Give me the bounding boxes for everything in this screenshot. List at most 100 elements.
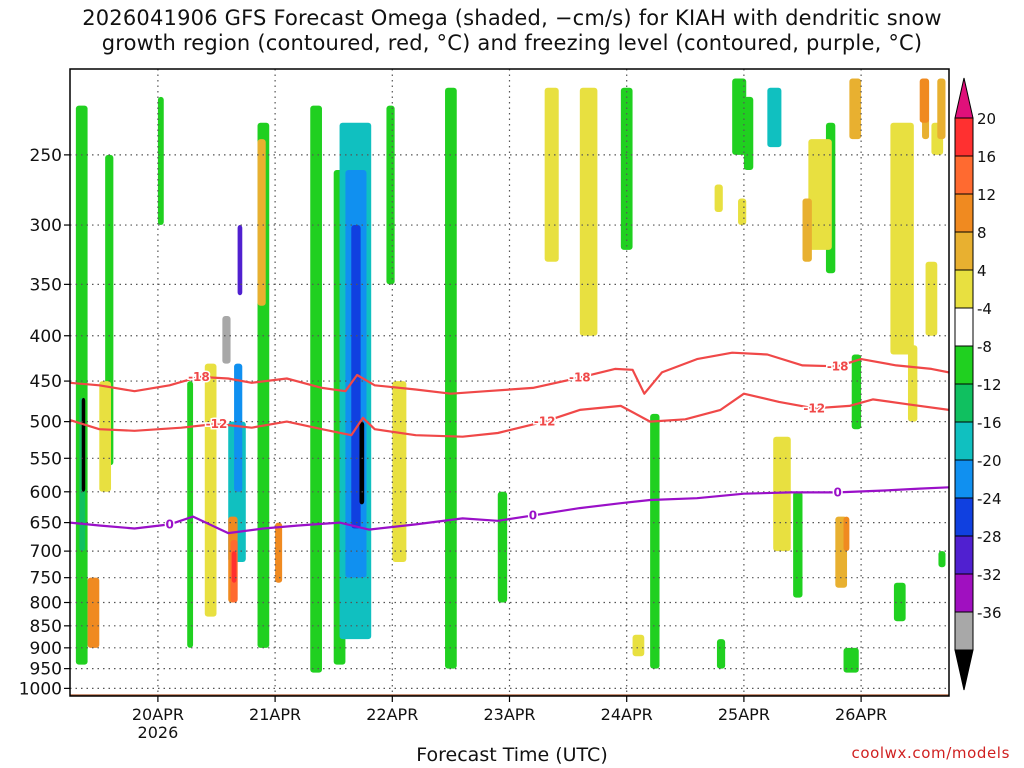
omega-shade-28 (237, 225, 243, 296)
omega-shade-19 (938, 551, 946, 568)
colorbar-label-0: 20 (977, 110, 996, 128)
y-tick-label-750: 750 (30, 569, 62, 589)
omega-shade-44 (632, 634, 645, 657)
omega-shade-55 (843, 516, 850, 552)
omega-shade-38 (808, 139, 832, 250)
omega-shade-42 (907, 345, 918, 422)
contour-label-1-1: -12 (534, 415, 556, 429)
omega-shade-18 (893, 582, 906, 622)
omega-shade-48 (849, 78, 862, 140)
contour-label-1-0: -12 (206, 417, 228, 431)
omega-shade-33 (204, 363, 217, 617)
contour-label-2-2: 0 (833, 485, 841, 499)
omega-shade-46 (257, 139, 266, 306)
omega-shade-45 (579, 87, 598, 336)
omega-shade-5 (310, 105, 322, 673)
omega-shade-34 (392, 381, 407, 562)
y-tick-label-350: 350 (30, 275, 62, 295)
omega-shade-25 (234, 363, 243, 492)
omega-shade-29 (222, 316, 231, 364)
contour-label-2-0: 0 (165, 517, 173, 531)
omega-shade-14 (793, 491, 803, 598)
colorbar-label-2: 12 (977, 186, 996, 204)
omega-shade-13 (743, 96, 754, 170)
omega-shade-24 (767, 87, 782, 148)
omega-shade-40 (925, 261, 938, 336)
omega-shade-12 (732, 78, 747, 155)
colorbar-swatch-13 (954, 611, 974, 651)
y-tick-label-250: 250 (30, 146, 62, 166)
x-tick-label-25APR: 25APR (718, 705, 770, 724)
omega-shade-17 (843, 647, 859, 673)
colorbar-swatch-12 (954, 573, 974, 613)
contour-label-0-1: -18 (569, 371, 591, 385)
omega-shade-39 (890, 122, 914, 355)
colorbar-label-11: -28 (977, 528, 1002, 546)
colorbar-swatch-8 (954, 421, 974, 461)
colorbar-swatch-2 (954, 193, 974, 233)
omega-shade-9 (497, 491, 508, 603)
contour-label-2-1: 0 (529, 508, 537, 522)
omega-shade-20 (716, 639, 726, 669)
colorbar-swatch-11 (954, 535, 974, 575)
y-tick-label-700: 700 (30, 542, 62, 562)
y-tick-label-600: 600 (30, 483, 62, 503)
y-tick-label-300: 300 (30, 216, 62, 236)
colorbar-swatch-1 (954, 155, 974, 195)
omega-shade-35 (544, 87, 559, 262)
y-tick-label-900: 900 (30, 639, 62, 659)
contour-line-1 (70, 392, 949, 438)
colorbar-swatch-7 (954, 383, 974, 423)
omega-shade-7 (386, 105, 395, 285)
contour-line-0 (70, 351, 949, 395)
omega-shade-8 (445, 87, 457, 669)
omega-shade-52 (87, 577, 100, 648)
y-tick-label-1000: 1000 (19, 679, 62, 699)
omega-shade-32 (99, 381, 112, 492)
omega-shade-11 (650, 413, 660, 669)
colorbar-label-1: 16 (977, 148, 996, 166)
plot-area: -18 -18 -18 -12 -12 -12 0 0 0 (70, 69, 949, 696)
colorbar-label-7: -12 (977, 376, 1002, 394)
contour-label-1-2: -12 (803, 401, 825, 415)
chart-title-line2: growth region (contoured, red, °C) and f… (101, 31, 923, 55)
contour-label-0-0: -18 (188, 370, 210, 384)
colorbar-label-13: -36 (977, 604, 1002, 622)
colorbar-swatch-5 (954, 307, 974, 347)
chart-title-line1: 2026041906 GFS Forecast Omega (shaded, −… (82, 6, 942, 30)
colorbar-arrow-top (954, 77, 974, 119)
colorbar-swatch-4 (954, 269, 974, 309)
contour-label-0-2: -18 (827, 359, 849, 373)
y-tick-label-550: 550 (30, 449, 62, 469)
chart-title: 2026041906 GFS Forecast Omega (shaded, −… (0, 6, 1024, 56)
contour-line-2 (70, 486, 949, 535)
omega-shade-36 (714, 184, 723, 212)
y-tick-label-450: 450 (30, 372, 62, 392)
colorbar-swatch-3 (954, 231, 974, 271)
omega-shade-51 (937, 78, 946, 140)
omega-shade-49 (802, 198, 812, 262)
colorbar-label-4: 4 (977, 262, 987, 280)
source-credit: coolwx.com/models (851, 744, 1010, 762)
omega-shade-43 (773, 436, 791, 552)
omega-shade-31 (81, 397, 86, 492)
omega-shade-3 (187, 381, 194, 648)
x-tick-sublabel-20APR: 2026 (138, 723, 179, 742)
x-tick-label-20APR: 20APR (132, 705, 184, 724)
colorbar-label-10: -24 (977, 490, 1002, 508)
colorbar-swatch-9 (954, 459, 974, 499)
y-tick-label-400: 400 (30, 327, 62, 347)
y-tick-label-650: 650 (30, 514, 62, 534)
y-tick-label-950: 950 (30, 660, 62, 680)
colorbar-label-3: 8 (977, 224, 987, 242)
omega-shade-30 (359, 421, 365, 505)
colorbar-label-8: -16 (977, 414, 1002, 432)
colorbar-swatch-6 (954, 345, 974, 385)
omega-shade-58 (231, 551, 237, 583)
omega-shade-54 (275, 522, 283, 583)
colorbar-label-9: -20 (977, 452, 1002, 470)
omega-shade-37 (738, 198, 747, 226)
colorbar-swatch-10 (954, 497, 974, 537)
x-tick-label-22APR: 22APR (366, 705, 418, 724)
